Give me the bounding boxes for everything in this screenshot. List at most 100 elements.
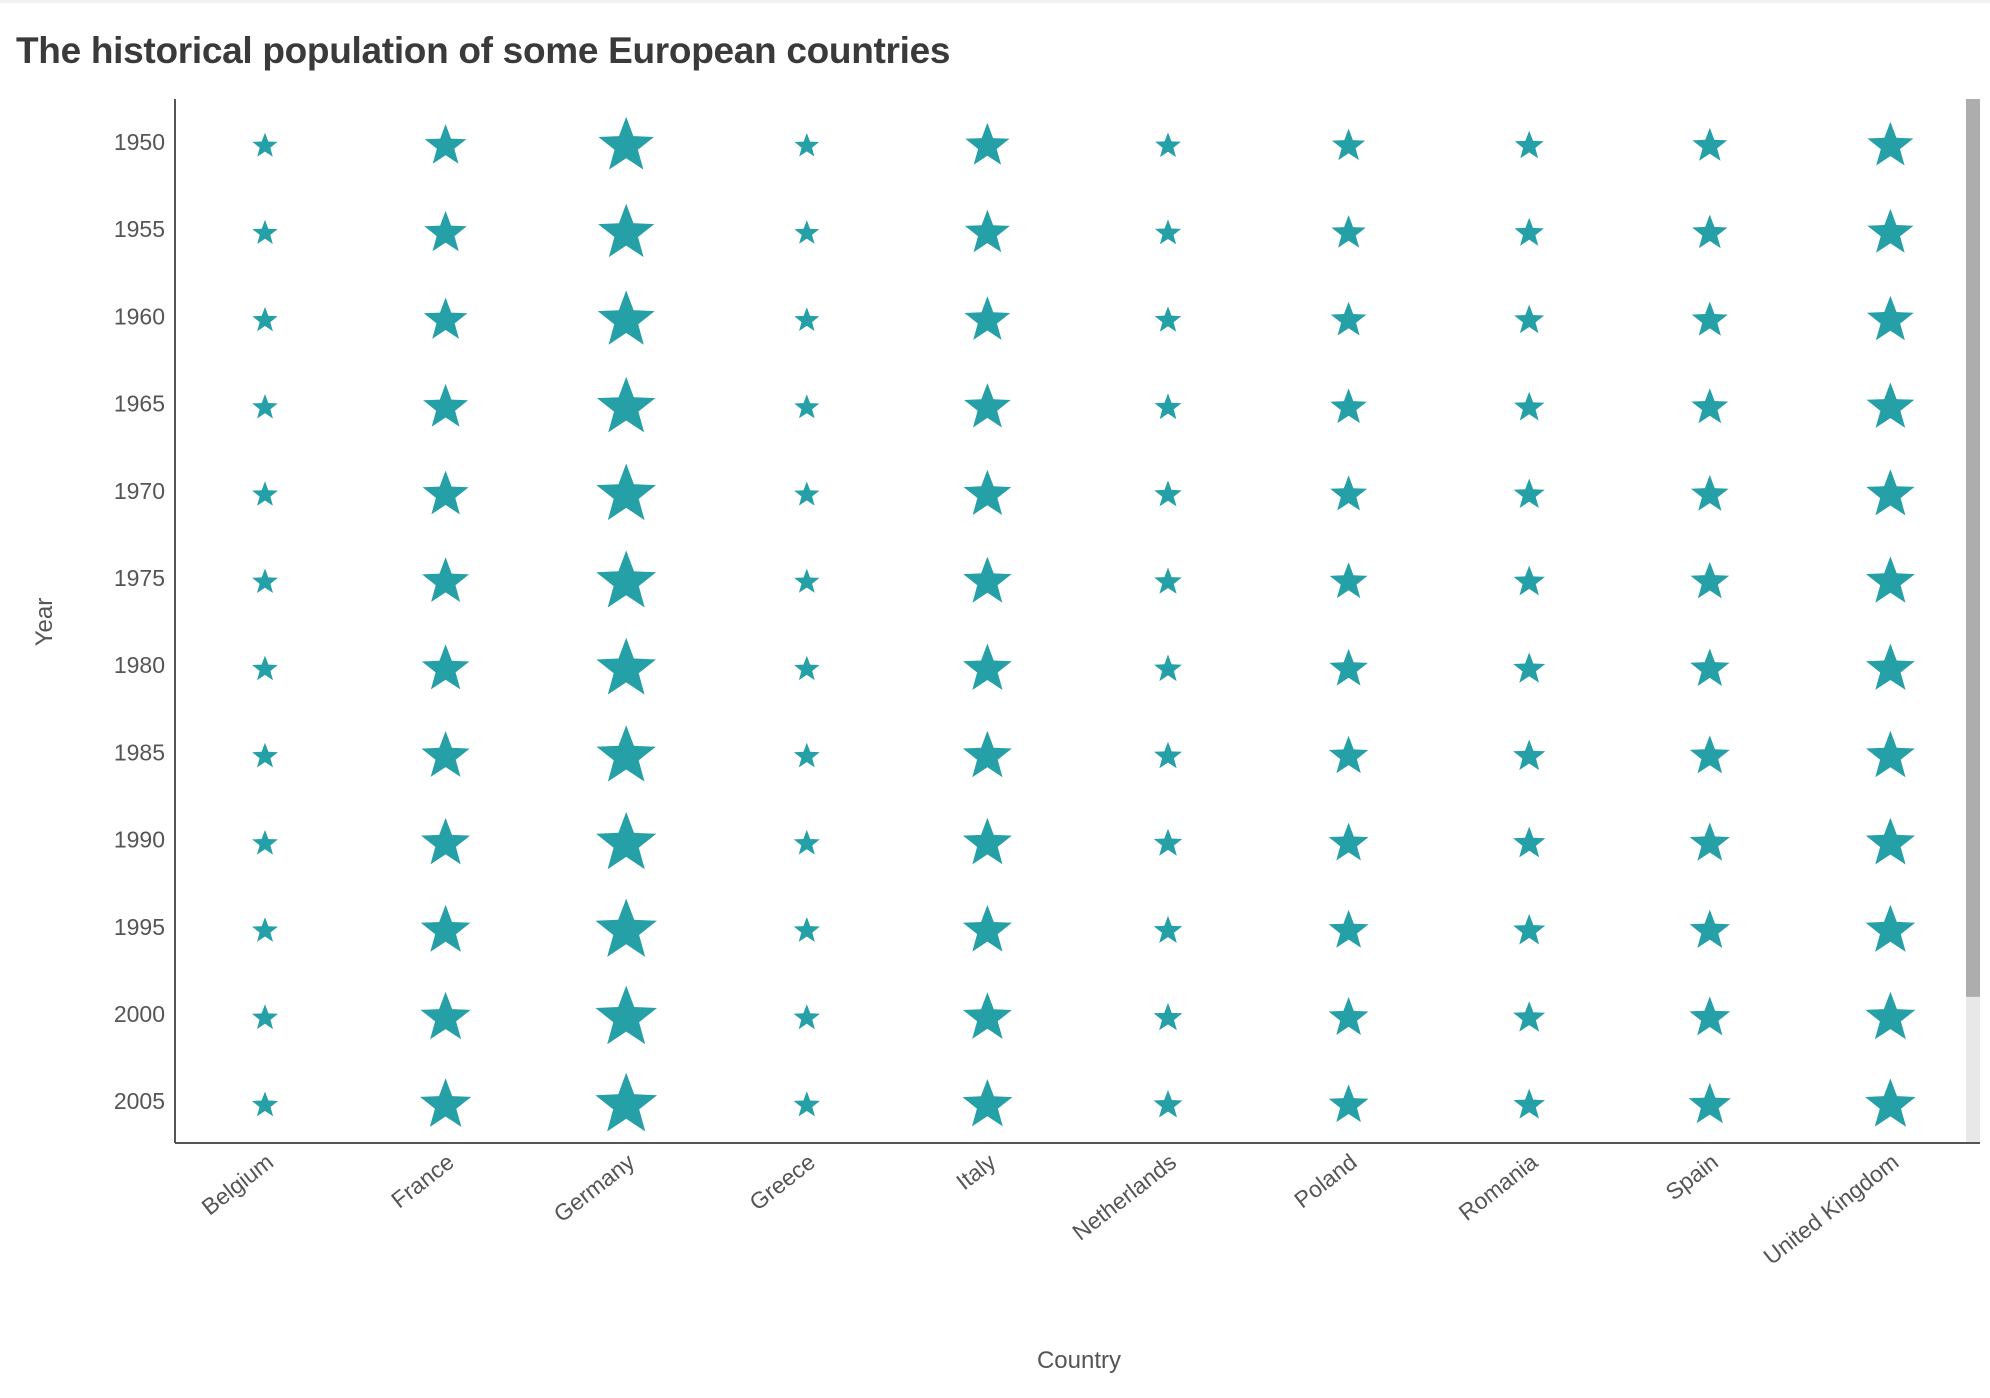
star-marker[interactable] xyxy=(1690,561,1730,599)
star-marker[interactable] xyxy=(423,383,469,427)
star-marker[interactable] xyxy=(422,557,470,602)
star-marker[interactable] xyxy=(596,725,656,782)
star-marker[interactable] xyxy=(420,1078,472,1127)
star-marker[interactable] xyxy=(1329,562,1368,599)
star-marker[interactable] xyxy=(423,297,468,339)
star-marker[interactable] xyxy=(1688,1082,1731,1124)
star-marker[interactable] xyxy=(1154,654,1182,682)
star-marker[interactable] xyxy=(962,817,1012,865)
star-marker[interactable] xyxy=(421,817,471,865)
star-marker[interactable] xyxy=(1689,996,1731,1036)
star-marker[interactable] xyxy=(965,122,1010,165)
star-marker[interactable] xyxy=(964,383,1011,428)
star-marker[interactable] xyxy=(793,742,820,768)
star-marker[interactable] xyxy=(963,556,1012,603)
star-marker[interactable] xyxy=(1689,735,1730,774)
star-marker[interactable] xyxy=(962,1079,1013,1127)
star-marker[interactable] xyxy=(793,1091,820,1117)
star-marker[interactable] xyxy=(1866,556,1915,603)
star-marker[interactable] xyxy=(1513,1001,1546,1032)
star-marker[interactable] xyxy=(1865,1078,1916,1127)
star-marker[interactable] xyxy=(1690,648,1730,687)
star-marker[interactable] xyxy=(1514,217,1544,246)
star-marker[interactable] xyxy=(794,655,820,681)
star-marker[interactable] xyxy=(1513,478,1545,509)
star-marker[interactable] xyxy=(1154,741,1182,769)
star-marker[interactable] xyxy=(1689,822,1730,861)
star-marker[interactable] xyxy=(793,1004,820,1030)
star-marker[interactable] xyxy=(1154,393,1182,420)
star-marker[interactable] xyxy=(424,210,467,252)
star-marker[interactable] xyxy=(252,394,278,419)
star-marker[interactable] xyxy=(1153,828,1183,856)
star-marker[interactable] xyxy=(1328,909,1369,948)
star-marker[interactable] xyxy=(1330,388,1367,424)
star-marker[interactable] xyxy=(962,905,1012,952)
star-marker[interactable] xyxy=(252,219,278,244)
star-marker[interactable] xyxy=(595,985,657,1045)
star-marker[interactable] xyxy=(794,133,820,157)
star-marker[interactable] xyxy=(1692,214,1728,249)
star-marker[interactable] xyxy=(1155,132,1181,157)
star-marker[interactable] xyxy=(597,376,656,433)
star-marker[interactable] xyxy=(1867,121,1914,166)
star-marker[interactable] xyxy=(1689,909,1730,948)
star-marker[interactable] xyxy=(1867,208,1914,253)
star-marker[interactable] xyxy=(1867,295,1914,341)
star-marker[interactable] xyxy=(1154,219,1182,245)
star-marker[interactable] xyxy=(1332,128,1366,161)
star-marker[interactable] xyxy=(252,830,278,855)
star-marker[interactable] xyxy=(595,898,657,957)
star-marker[interactable] xyxy=(1153,915,1183,943)
star-marker[interactable] xyxy=(1692,127,1728,161)
star-marker[interactable] xyxy=(252,132,278,157)
star-marker[interactable] xyxy=(1328,735,1369,774)
star-marker[interactable] xyxy=(964,296,1011,340)
star-marker[interactable] xyxy=(793,829,820,855)
star-marker[interactable] xyxy=(596,812,657,870)
star-marker[interactable] xyxy=(963,469,1012,515)
star-marker[interactable] xyxy=(1865,730,1915,778)
star-marker[interactable] xyxy=(1330,475,1368,511)
star-marker[interactable] xyxy=(1328,997,1369,1035)
star-marker[interactable] xyxy=(252,307,278,332)
star-marker[interactable] xyxy=(794,307,820,331)
star-marker[interactable] xyxy=(420,904,471,952)
star-marker[interactable] xyxy=(252,1004,278,1030)
star-marker[interactable] xyxy=(962,992,1012,1039)
star-marker[interactable] xyxy=(1513,739,1546,771)
star-marker[interactable] xyxy=(252,655,278,681)
star-marker[interactable] xyxy=(1513,826,1546,858)
star-marker[interactable] xyxy=(1154,567,1182,594)
star-marker[interactable] xyxy=(252,917,278,942)
star-marker[interactable] xyxy=(1513,1088,1545,1119)
star-marker[interactable] xyxy=(1154,480,1182,507)
star-marker[interactable] xyxy=(1329,648,1368,686)
star-marker[interactable] xyxy=(1865,904,1916,952)
star-marker[interactable] xyxy=(1330,301,1367,336)
star-marker[interactable] xyxy=(252,568,278,594)
star-marker[interactable] xyxy=(422,470,469,515)
star-marker[interactable] xyxy=(596,463,656,521)
star-marker[interactable] xyxy=(252,481,278,506)
star-marker[interactable] xyxy=(420,991,471,1040)
star-marker[interactable] xyxy=(252,742,278,768)
star-marker[interactable] xyxy=(1865,991,1916,1040)
star-marker[interactable] xyxy=(424,124,467,164)
star-marker[interactable] xyxy=(1328,1084,1369,1123)
star-marker[interactable] xyxy=(793,917,820,942)
star-marker[interactable] xyxy=(1691,301,1728,336)
star-marker[interactable] xyxy=(794,394,820,419)
star-marker[interactable] xyxy=(1866,643,1915,690)
scrollbar-thumb[interactable] xyxy=(1966,99,1980,997)
star-marker[interactable] xyxy=(251,1091,279,1117)
star-marker[interactable] xyxy=(1866,382,1915,428)
star-marker[interactable] xyxy=(1866,469,1915,516)
star-marker[interactable] xyxy=(964,209,1010,253)
star-marker[interactable] xyxy=(421,731,470,777)
star-marker[interactable] xyxy=(595,1072,658,1132)
star-marker[interactable] xyxy=(1153,1002,1183,1031)
star-marker[interactable] xyxy=(1514,130,1544,159)
star-marker[interactable] xyxy=(1331,215,1366,248)
star-marker[interactable] xyxy=(1691,475,1729,511)
